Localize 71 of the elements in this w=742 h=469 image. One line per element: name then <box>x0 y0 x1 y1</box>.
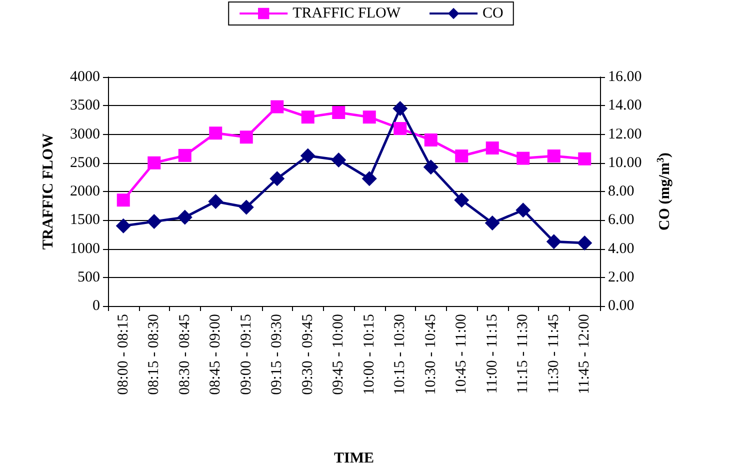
x-tick-label: 09:45 - 10:00 <box>330 314 347 395</box>
x-axis-title: TIME <box>334 450 374 466</box>
point <box>148 156 161 170</box>
x-tick-label: 09:30 - 09:45 <box>300 314 316 395</box>
point <box>177 210 192 225</box>
x-tick-label: 08:30 - 08:45 <box>176 314 193 395</box>
x-tick-label: 08:15 - 08:30 <box>146 314 162 395</box>
point <box>516 202 531 218</box>
legend-label: CO <box>482 6 504 22</box>
x-tick-label: 11:45 - 12:00 <box>576 314 593 394</box>
point <box>331 152 346 168</box>
point <box>332 106 346 119</box>
point <box>516 152 530 165</box>
point <box>208 194 224 210</box>
y-tick-label: 500 <box>78 269 100 286</box>
y2-tick-label: 14.00 <box>608 98 642 114</box>
x-tick-label: 09:15 - 09:30 <box>269 314 286 395</box>
point <box>577 236 592 251</box>
point <box>362 110 376 124</box>
point <box>238 200 254 215</box>
x-tick-label: 09:00 - 09:15 <box>238 314 254 395</box>
point <box>578 152 592 166</box>
point <box>546 234 562 250</box>
y2-tick-label: 12.00 <box>608 126 642 142</box>
point <box>270 100 284 114</box>
point <box>394 122 407 136</box>
point <box>209 126 222 140</box>
y-tick-label: 0 <box>92 298 100 314</box>
point <box>547 150 560 163</box>
x-tick-label: 10:15 - 10:30 <box>392 314 408 395</box>
point <box>392 100 408 116</box>
x-tick-label: 08:45 - 09:00 <box>208 314 224 395</box>
y-tick-label: 3000 <box>70 126 100 142</box>
point <box>362 171 377 186</box>
point <box>300 148 316 164</box>
point <box>486 141 499 154</box>
point <box>484 215 500 230</box>
y-tick-label: 1500 <box>70 212 100 228</box>
y-tick-label: 2000 <box>70 184 100 200</box>
y2-tick-label: 4.00 <box>608 240 634 257</box>
x-tick-label: 11:00 - 11:15 <box>484 314 500 394</box>
point <box>116 218 131 234</box>
x-tick-label: 11:15 - 11:30 <box>515 314 532 394</box>
point <box>301 110 314 124</box>
y2-tick-label: 6.00 <box>608 212 634 228</box>
x-tick-label: 10:45 - 11:00 <box>454 314 470 394</box>
x-tick-label: 10:00 - 10:15 <box>361 314 378 395</box>
y2-tick-label: 16.00 <box>608 69 642 85</box>
x-tick-label: 08:00 - 08:15 <box>115 314 132 395</box>
y-tick-label: 4000 <box>70 69 100 85</box>
y2-tick-label: 0.00 <box>608 298 634 314</box>
y-tick-label: 3500 <box>70 98 100 114</box>
point <box>240 130 253 144</box>
y2-tick-label: 2.00 <box>608 269 634 286</box>
y2-tick-label: 8.00 <box>608 184 634 200</box>
point <box>270 171 285 186</box>
y2-tick-label: 10.00 <box>608 154 642 171</box>
x-tick-label: 10:30 - 10:45 <box>422 314 439 395</box>
legend-label: TRAFFIC FLOW <box>292 6 402 22</box>
y-tick-label: 2500 <box>70 154 100 171</box>
point <box>454 192 470 208</box>
y2-axis-title: CO (mg/m3) <box>656 152 673 230</box>
y-axis-title: TRAFFIC FLOW <box>40 133 56 250</box>
point <box>423 160 438 175</box>
y-tick-label: 1000 <box>70 240 100 257</box>
point <box>116 194 130 207</box>
point <box>146 214 162 230</box>
point <box>424 133 438 146</box>
point <box>455 150 468 163</box>
point <box>178 148 192 162</box>
x-tick-label: 11:30 - 11:45 <box>546 314 562 394</box>
